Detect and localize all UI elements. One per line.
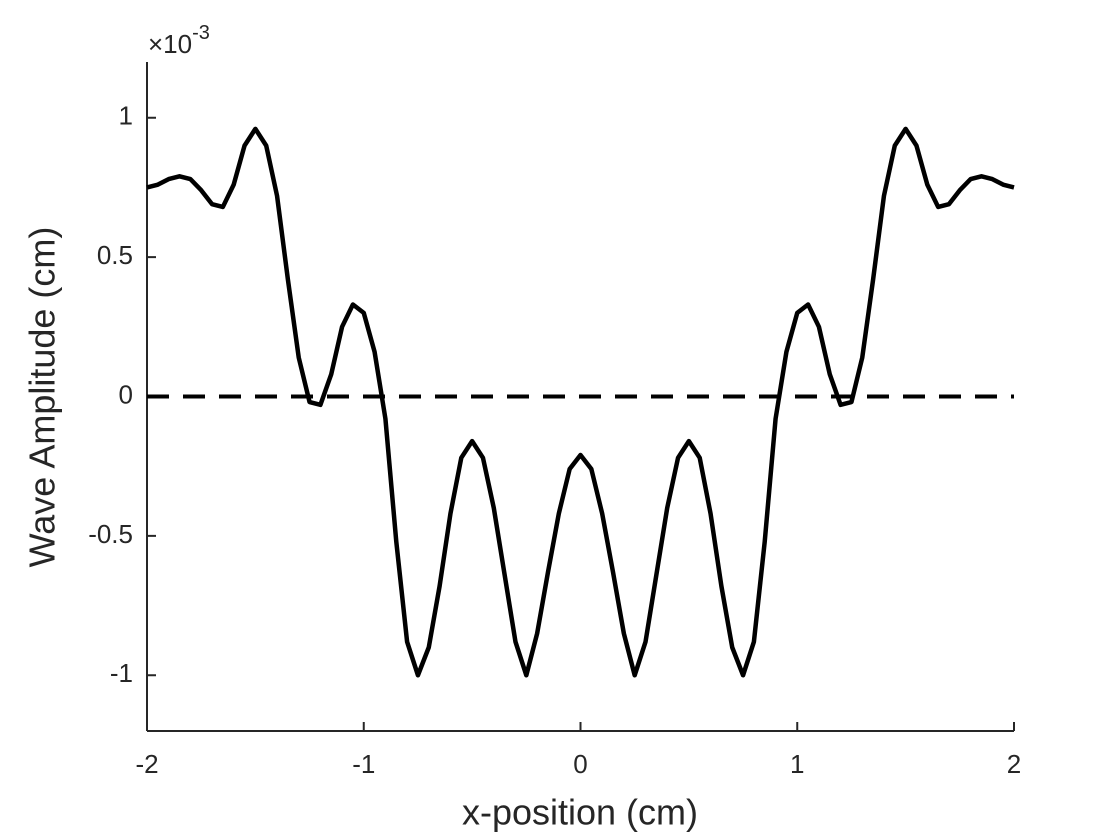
x-tick-label: 2 [1007, 749, 1021, 779]
y-tick-label: 1 [119, 101, 133, 131]
x-tick-label: -2 [135, 749, 158, 779]
x-axis-label: x-position (cm) [462, 792, 698, 833]
wave-line [146, 126, 1015, 678]
x-tick-label: 1 [790, 749, 804, 779]
exponent-base: ×10 [148, 29, 192, 59]
y-axis-label: Wave Amplitude (cm) [22, 227, 63, 568]
y-tick-label: 0 [119, 379, 133, 409]
exponent-label: ×10-3 [148, 22, 210, 59]
x-tick-label: 0 [573, 749, 587, 779]
x-tick-label: -1 [352, 749, 375, 779]
y-tick-label: -1 [110, 658, 133, 688]
exponent-power: -3 [192, 22, 210, 44]
y-tick-label: 0.5 [97, 240, 133, 270]
y-tick-label: -0.5 [88, 519, 133, 549]
